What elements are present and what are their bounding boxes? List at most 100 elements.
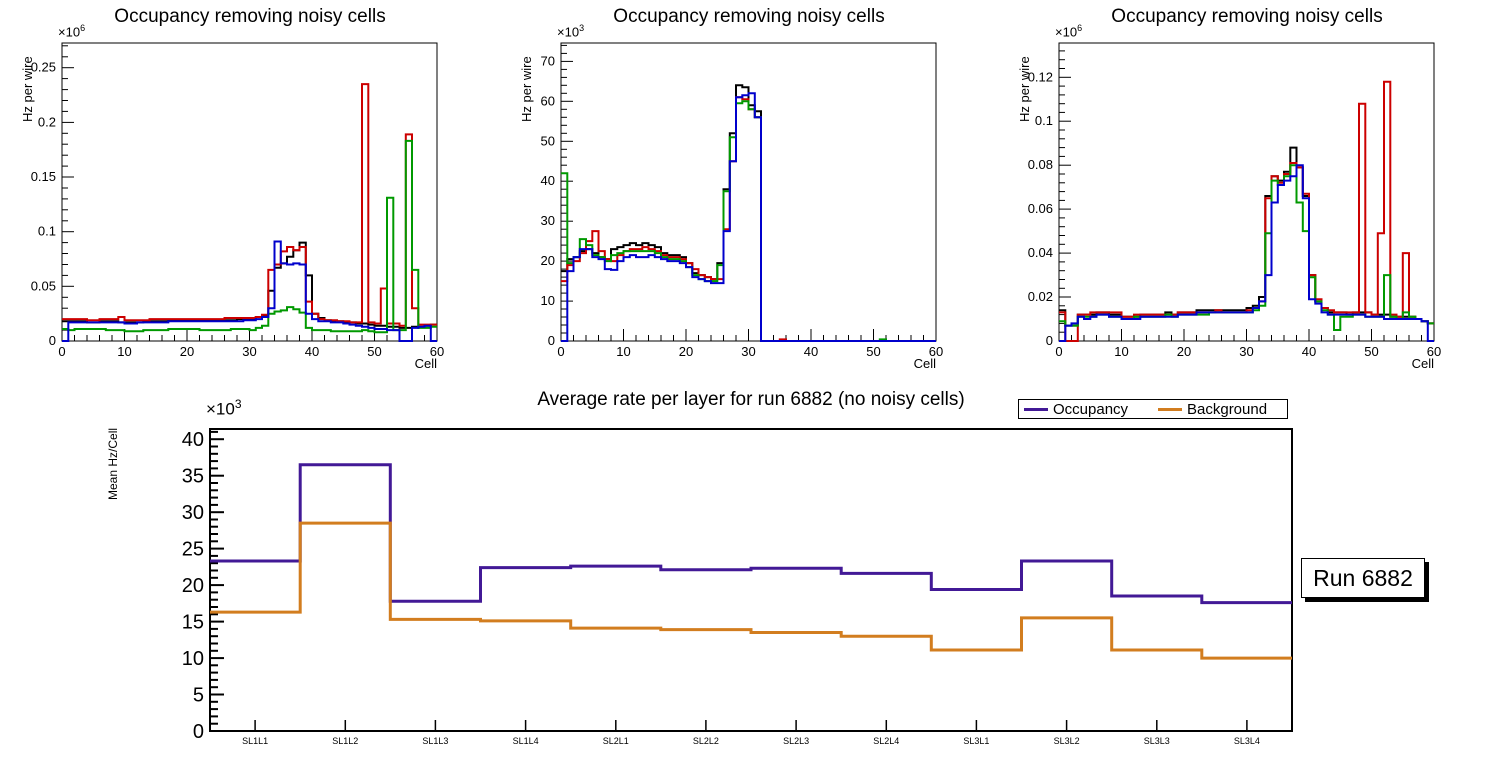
svg-text:30: 30 [1239, 344, 1253, 359]
panel-title: Average rate per layer for run 6882 (no … [537, 389, 965, 410]
series-background [210, 521, 1292, 660]
series-green [62, 139, 437, 334]
series-green [561, 100, 936, 342]
plot-area-average-rate: 0 5 10 15 20 25 30 35 40 SL1L1 SL1L2 SL1L3 SL1L4 SL2L… [182, 428, 1293, 746]
panel-title: Occupancy removing noisy cells [114, 6, 386, 27]
svg-text:0.15: 0.15 [31, 169, 56, 184]
run-annotation-box: Run 6882 [1301, 558, 1425, 598]
svg-text:70: 70 [541, 53, 555, 68]
svg-text:SL2L3: SL2L3 [783, 736, 809, 746]
legend-line-occupancy [1024, 407, 1048, 411]
svg-text:0: 0 [193, 721, 204, 743]
series-blue [1059, 164, 1434, 342]
y-axis-exponent: ×103 [206, 397, 242, 420]
svg-text:0.1: 0.1 [1035, 113, 1053, 128]
svg-text:SL2L1: SL2L1 [603, 736, 629, 746]
svg-text:10: 10 [182, 648, 204, 670]
pad-average-rate: Average rate per layer for run 6882 (no … [0, 386, 1496, 772]
x-axis-title: Cell [1411, 356, 1434, 371]
series-blue [62, 240, 437, 342]
svg-text:0: 0 [1055, 344, 1062, 359]
svg-text:SL3L1: SL3L1 [963, 736, 989, 746]
svg-text:0.05: 0.05 [31, 278, 56, 293]
svg-text:40: 40 [1302, 344, 1316, 359]
svg-text:0.2: 0.2 [38, 114, 56, 129]
svg-text:SL3L4: SL3L4 [1234, 736, 1260, 746]
pad-occupancy-1: Occupancy removing noisy cells ×106 Hz p… [0, 0, 499, 386]
svg-text:60: 60 [1427, 344, 1441, 359]
exponent-base: ×10 [557, 24, 580, 40]
svg-text:40: 40 [804, 344, 818, 359]
svg-text:5: 5 [193, 685, 204, 707]
svg-text:30: 30 [741, 344, 755, 359]
svg-text:0: 0 [548, 333, 555, 348]
svg-text:20: 20 [1177, 344, 1191, 359]
svg-text:SL3L3: SL3L3 [1144, 736, 1170, 746]
series-red [62, 83, 437, 327]
svg-text:25: 25 [182, 539, 204, 561]
svg-text:15: 15 [182, 612, 204, 634]
svg-text:SL2L4: SL2L4 [873, 736, 899, 746]
legend-label-background: Background [1187, 400, 1268, 418]
exponent-base: ×10 [206, 399, 235, 419]
y-axis-labels: 0 10 20 30 40 50 60 70 [541, 53, 555, 348]
x-axis-labels: SL1L1 SL1L2 SL1L3 SL1L4 SL2L1 SL2L2 SL2L3 SL2L4… [242, 736, 1260, 746]
legend-label-occupancy: Occupancy [1053, 400, 1129, 418]
series-occupancy [210, 463, 1292, 605]
svg-text:SL3L2: SL3L2 [1054, 736, 1080, 746]
svg-text:10: 10 [541, 293, 555, 308]
svg-text:50: 50 [367, 344, 381, 359]
panel-title: Occupancy removing noisy cells [613, 6, 885, 27]
svg-text:0: 0 [1046, 333, 1053, 348]
svg-text:10: 10 [1114, 344, 1128, 359]
y-axis-exponent: ×106 [58, 23, 85, 39]
x-axis-labels: 0 10 20 30 40 50 60 [1055, 344, 1441, 359]
x-axis-ticks [1058, 329, 1435, 341]
svg-text:50: 50 [866, 344, 880, 359]
svg-text:0.1: 0.1 [38, 224, 56, 239]
y-axis-labels: 0 0.05 0.1 0.15 0.2 0.25 [31, 60, 56, 348]
y-axis-labels: 0 5 10 15 20 25 30 35 40 [182, 429, 204, 743]
svg-text:20: 20 [182, 575, 204, 597]
svg-text:30: 30 [242, 344, 256, 359]
svg-text:0.12: 0.12 [1028, 69, 1053, 84]
legend-entry-background: Background [1153, 401, 1287, 418]
svg-text:SL1L4: SL1L4 [513, 736, 539, 746]
panel-title: Occupancy removing noisy cells [1111, 6, 1383, 27]
exponent-power: 6 [80, 23, 86, 33]
y-axis-ticks [62, 45, 74, 342]
series-blue [561, 92, 936, 342]
svg-text:20: 20 [180, 344, 194, 359]
svg-text:20: 20 [541, 253, 555, 268]
pad-occupancy-2: Occupancy removing noisy cells ×103 Hz p… [499, 0, 998, 386]
frame [209, 428, 1293, 732]
svg-text:20: 20 [679, 344, 693, 359]
series-red [561, 96, 936, 342]
exponent-power: 3 [234, 397, 242, 411]
svg-text:30: 30 [541, 213, 555, 228]
x-axis-labels: 0 10 20 30 40 50 60 [58, 344, 444, 359]
y-axis-ticks [210, 430, 224, 732]
x-axis-title: Cell [913, 356, 936, 371]
svg-text:40: 40 [541, 173, 555, 188]
y-axis-exponent: ×103 [557, 23, 584, 39]
svg-text:30: 30 [182, 502, 204, 524]
svg-text:40: 40 [182, 429, 204, 451]
x-axis-labels: 0 10 20 30 40 50 60 [557, 344, 943, 359]
svg-text:SL2L2: SL2L2 [693, 736, 719, 746]
svg-text:SL1L1: SL1L1 [242, 736, 268, 746]
exponent-base: ×10 [1055, 24, 1078, 40]
plot-area-occupancy-3: 0 0.02 0.04 0.06 0.08 0.1 0.12 0 10 20 30 40 50 60 [1028, 42, 1441, 359]
pad-occupancy-3: Occupancy removing noisy cells ×106 Hz p… [997, 0, 1496, 386]
legend-line-background [1158, 407, 1182, 411]
y-axis-exponent: ×106 [1055, 23, 1082, 39]
svg-text:0.06: 0.06 [1028, 201, 1053, 216]
svg-text:SL1L2: SL1L2 [332, 736, 358, 746]
x-axis-title: Cell [414, 356, 437, 371]
svg-text:0.08: 0.08 [1028, 157, 1053, 172]
exponent-power: 6 [1077, 23, 1083, 33]
svg-text:0: 0 [58, 344, 65, 359]
svg-text:50: 50 [1364, 344, 1378, 359]
series-red [1059, 80, 1434, 342]
